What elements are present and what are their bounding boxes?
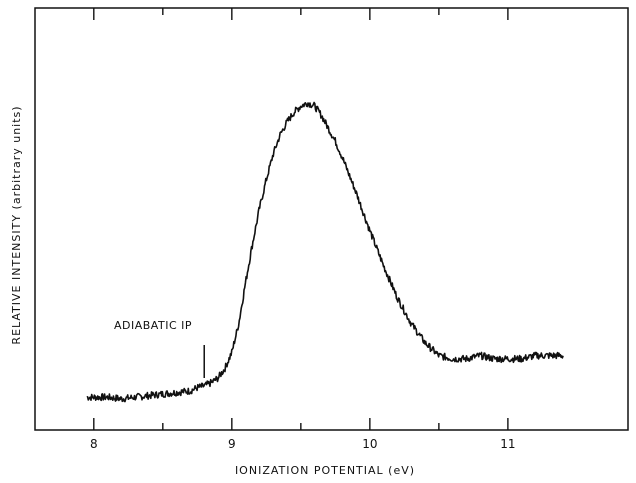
x-tick-label: 10 — [362, 437, 377, 451]
adiabatic-ip-label: ADIABATIC IP — [114, 319, 192, 332]
x-axis-label: IONIZATION POTENTIAL (eV) — [235, 464, 415, 477]
x-ticks — [93, 8, 509, 430]
x-tick-label: 8 — [90, 437, 98, 451]
x-tick-label: 11 — [500, 437, 515, 451]
x-tick-label: 9 — [228, 437, 236, 451]
plot-frame — [34, 7, 629, 431]
y-axis-label: RELATIVE INTENSITY (arbitrary units) — [10, 105, 23, 344]
x-tick-labels: 8 9 10 11 — [90, 437, 516, 451]
series-line — [86, 101, 564, 403]
